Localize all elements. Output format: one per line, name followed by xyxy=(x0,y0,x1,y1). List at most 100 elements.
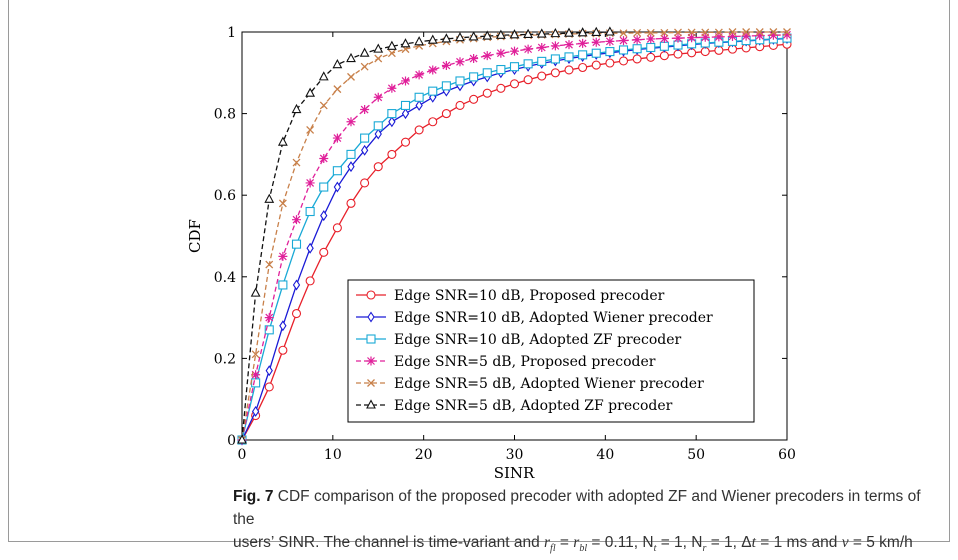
legend: Edge SNR=10 dB, Proposed precoder Edge SN… xyxy=(347,279,755,423)
data-point-6 xyxy=(550,27,561,38)
data-point-3 xyxy=(482,68,492,78)
legend-entry: Edge SNR=10 dB, Adopted ZF precoder xyxy=(356,332,682,348)
legend-label: Edge SNR=5 dB, Proposed precoder xyxy=(394,354,656,370)
caption-line-1: CDF comparison of the proposed precoder … xyxy=(233,488,921,528)
data-point-3 xyxy=(646,42,656,53)
data-point-6 xyxy=(277,136,288,146)
legend-entry: Edge SNR=5 dB, Proposed precoder xyxy=(356,354,656,370)
data-point-3 xyxy=(305,206,315,217)
data-point-6 xyxy=(564,27,574,37)
data-point-2 xyxy=(306,242,314,254)
data-point-1 xyxy=(291,308,302,319)
data-point-2 xyxy=(251,405,260,417)
data-point-legend xyxy=(366,399,376,409)
data-point-1 xyxy=(346,198,356,208)
data-point-3 xyxy=(509,62,520,72)
data-point-1 xyxy=(550,68,560,78)
x-tick-label: 0 xyxy=(238,447,247,463)
data-point-4 xyxy=(496,48,506,58)
data-point-1 xyxy=(278,345,288,355)
data-point-4 xyxy=(305,178,315,188)
data-point-4 xyxy=(564,40,574,50)
data-point-5 xyxy=(769,28,778,36)
data-point-4 xyxy=(360,105,370,115)
legend-entry: Edge SNR=5 dB, Adopted ZF precoder xyxy=(356,398,673,414)
y-tick-label: 0.6 xyxy=(214,188,236,204)
y-tick-label: 1 xyxy=(227,25,236,41)
data-point-6 xyxy=(495,29,506,39)
data-point-3 xyxy=(373,121,383,131)
data-point-4 xyxy=(619,36,628,46)
data-point-6 xyxy=(373,43,384,53)
data-point-1 xyxy=(509,79,520,89)
data-point-4 xyxy=(346,117,356,127)
data-point-5 xyxy=(633,28,642,37)
data-point-3 xyxy=(632,44,642,54)
data-point-5 xyxy=(333,85,342,94)
x-tick-labels: 0 10 20 30 40 50 60 xyxy=(238,447,796,463)
data-point-1 xyxy=(319,247,329,257)
data-point-3 xyxy=(605,47,615,57)
data-point-6 xyxy=(482,30,493,40)
data-point-4 xyxy=(755,31,765,41)
caption-math: rfl = rbl = 0.11, Nt = 1, Nr = 1, Δt = 1… xyxy=(544,534,913,555)
data-point-2 xyxy=(320,210,328,222)
data-point-6 xyxy=(441,33,452,43)
data-point-5 xyxy=(701,28,710,37)
data-point-2 xyxy=(401,108,410,120)
data-point-4 xyxy=(578,38,588,48)
series-3 xyxy=(237,33,792,445)
data-point-6 xyxy=(237,434,247,444)
data-point-1 xyxy=(428,117,438,127)
data-point-6 xyxy=(346,52,356,63)
data-point-1 xyxy=(632,54,642,64)
data-point-3 xyxy=(537,56,547,66)
data-point-6 xyxy=(386,40,397,50)
data-point-4 xyxy=(264,313,274,323)
legend-label: Edge SNR=10 dB, Proposed precoder xyxy=(394,288,665,304)
data-point-2 xyxy=(292,279,301,291)
data-point-2 xyxy=(347,161,355,173)
data-point-3 xyxy=(319,182,329,192)
data-point-1 xyxy=(537,71,547,81)
data-point-4 xyxy=(278,251,288,261)
data-point-5 xyxy=(360,62,369,71)
data-point-4 xyxy=(251,370,261,380)
data-point-3 xyxy=(387,109,397,119)
data-point-5 xyxy=(278,199,287,208)
legend-entry: Edge SNR=5 dB, Adopted Wiener precoder xyxy=(356,376,704,392)
data-point-1 xyxy=(618,56,629,66)
y-tick-label: 0.4 xyxy=(214,270,236,286)
data-point-1 xyxy=(264,382,274,392)
data-point-1 xyxy=(591,60,601,70)
x-tick-label: 10 xyxy=(324,447,342,463)
data-point-1 xyxy=(414,125,424,135)
y-tick-label: 0.2 xyxy=(214,351,236,367)
data-point-1 xyxy=(564,65,574,75)
data-point-4 xyxy=(428,65,438,75)
data-point-1 xyxy=(360,178,370,188)
data-point-6 xyxy=(523,28,534,38)
figure-caption: Fig. 7 CDF comparison of the proposed pr… xyxy=(233,485,933,560)
series-layer xyxy=(237,26,792,446)
data-point-3 xyxy=(659,41,669,51)
data-point-5 xyxy=(265,260,274,269)
data-point-5 xyxy=(755,28,764,36)
data-point-legend xyxy=(367,311,375,323)
data-point-3 xyxy=(469,72,479,82)
data-point-4 xyxy=(782,30,792,40)
data-point-4 xyxy=(441,60,451,70)
legend-label: Edge SNR=10 dB, Adopted Wiener precoder xyxy=(394,310,713,326)
data-point-1 xyxy=(387,149,397,159)
data-point-3 xyxy=(332,166,342,176)
data-point-3 xyxy=(291,239,302,249)
data-point-2 xyxy=(374,128,382,140)
y-tick-label: 0 xyxy=(227,433,236,449)
data-point-1 xyxy=(659,51,669,61)
data-point-1 xyxy=(469,94,479,104)
data-point-4 xyxy=(741,31,751,41)
data-point-4 xyxy=(482,51,492,61)
data-point-4 xyxy=(646,34,656,44)
data-point-1 xyxy=(400,137,411,147)
data-point-2 xyxy=(415,99,423,111)
